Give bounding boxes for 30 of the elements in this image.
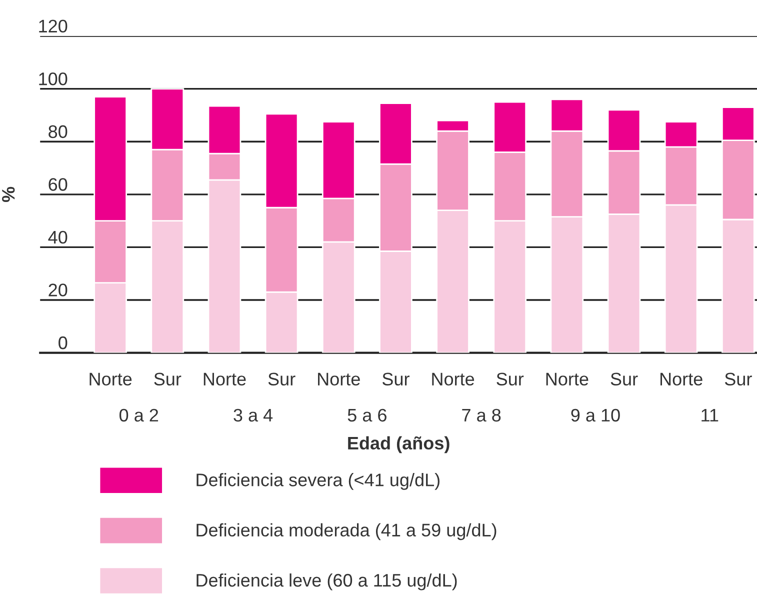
x-tick-label: Norte (660, 372, 702, 386)
x-tick-label: Norte (90, 372, 132, 386)
y-tick-label: 100 (39, 72, 68, 86)
x-tick-label: Sur (268, 372, 296, 386)
legend-label: Deficiencia moderada (41 a 59 ug/dL) (196, 523, 496, 540)
text: 0 a 2 (119, 408, 158, 422)
x-tick-label: Sur (154, 372, 182, 386)
text: 5 a 6 (348, 408, 386, 422)
x-axis-title: Edad (años) (348, 436, 450, 454)
x-tick-label: Norte (546, 372, 588, 386)
y-tick-label: 60 (48, 178, 68, 191)
y-tick-label: 40 (48, 230, 68, 244)
x-tick-label: Norte (432, 372, 474, 386)
y-axis-title: % (2, 186, 15, 202)
x-tick-label: Sur (610, 372, 638, 386)
x-tick-label: Norte (204, 372, 246, 386)
y-tick-label: 20 (48, 284, 68, 296)
x-tick-label: Sur (382, 372, 410, 386)
y-tick-label: 80 (48, 125, 68, 138)
x-tick-label: Sur (496, 372, 524, 386)
x-tick-label: Sur (724, 372, 752, 386)
y-tick-label: 120 (39, 20, 68, 32)
legend-label: Deficiencia leve (60 a 115 ug/dL) (196, 573, 457, 590)
legend-label: Deficiencia severa (<41 ug/dL) (196, 473, 440, 490)
text: 3 a 4 (234, 408, 273, 422)
text: 9 a 10 (571, 408, 620, 422)
x-tick-label: Norte (318, 372, 360, 386)
text: 7 a 8 (462, 408, 501, 422)
y-tick-label: 0 (58, 336, 68, 350)
text: 11 (702, 409, 718, 422)
